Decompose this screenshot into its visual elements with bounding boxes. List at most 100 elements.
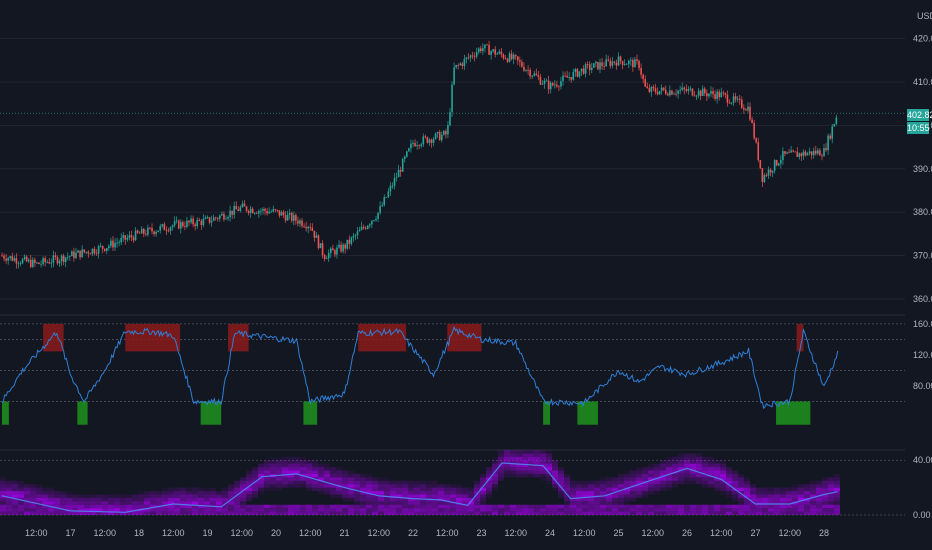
candle-body <box>701 88 704 96</box>
heatmap-cell <box>252 487 258 492</box>
candle-body <box>545 80 548 82</box>
heatmap-cell <box>516 504 522 509</box>
candle-body <box>179 222 182 229</box>
heatmap-cell <box>720 473 726 478</box>
heatmap-cell <box>444 497 450 502</box>
candle-body <box>403 156 406 160</box>
heatmap-cell <box>228 494 234 498</box>
candle-body <box>790 150 792 153</box>
heatmap-cell <box>756 508 762 512</box>
heatmap-cell <box>546 511 552 515</box>
heatmap-cell <box>444 491 450 495</box>
heatmap-cell <box>570 501 576 505</box>
heatmap-cell <box>204 497 210 502</box>
x-tick-label: 18 <box>134 528 144 538</box>
heatmap-cell <box>198 511 204 515</box>
heatmap-cell <box>282 477 288 481</box>
heatmap-cell <box>618 504 624 509</box>
heatmap-cell <box>552 504 558 509</box>
candle-body <box>738 98 741 100</box>
last-price-badge: 402.82 <box>907 109 932 121</box>
candle-body <box>128 235 131 238</box>
candle-body <box>712 91 714 95</box>
candle-body <box>835 117 838 125</box>
heatmap-cell <box>432 491 438 495</box>
heatmap-cell <box>612 487 618 492</box>
heatmap-cell <box>474 484 480 488</box>
candle-body <box>634 59 636 68</box>
heatmap-cell <box>654 504 660 509</box>
oversold-zone <box>200 401 222 425</box>
heatmap-cell <box>300 456 306 461</box>
heatmap-cell <box>510 463 516 468</box>
heatmap-cell <box>12 491 18 495</box>
candle-body <box>32 259 34 267</box>
heatmap-cell <box>312 484 318 488</box>
oversold-zone <box>77 401 88 425</box>
heatmap-cell <box>318 511 324 515</box>
heatmap-cell <box>810 494 816 498</box>
heatmap-cell <box>354 473 360 478</box>
heatmap-cell <box>138 504 144 509</box>
heatmap-cell <box>492 463 498 468</box>
heatmap-cell <box>318 508 324 512</box>
heatmap-cell <box>18 501 24 505</box>
candle-body <box>221 213 223 216</box>
heatmap-cell <box>450 487 456 492</box>
heatmap-cell <box>654 463 660 468</box>
heatmap-cell <box>312 470 318 474</box>
heatmap-cell <box>570 508 576 512</box>
heatmap-cell <box>366 480 372 485</box>
heatmap-cell <box>648 508 654 512</box>
candle-body <box>42 258 44 264</box>
heatmap-cell <box>552 467 558 471</box>
candle-body <box>436 132 439 134</box>
heatmap-cell <box>312 487 318 492</box>
heatmap-cell <box>150 504 156 509</box>
heatmap-cell <box>276 480 282 485</box>
candle-body <box>531 75 533 77</box>
heatmap-cell <box>390 487 396 492</box>
candle-body <box>722 92 725 94</box>
heatmap-cell <box>294 504 300 509</box>
heatmap-cell <box>552 484 558 488</box>
candle-body <box>825 148 827 151</box>
heatmap-cell <box>132 501 138 505</box>
heatmap-cell <box>210 497 216 502</box>
heatmap-cell <box>252 504 258 509</box>
candle-body <box>671 90 673 95</box>
candle-body <box>669 90 671 96</box>
heatmap-cell <box>492 467 498 471</box>
candle-body <box>173 221 176 226</box>
price-tick-label: 380.00 <box>913 207 932 217</box>
heatmap-cell <box>714 473 720 478</box>
heatmap-cell <box>354 491 360 495</box>
heatmap-cell <box>810 487 816 492</box>
candle-body <box>233 206 236 215</box>
price-tick-label: 370.00 <box>913 251 932 261</box>
heatmap-cell <box>30 494 36 498</box>
heatmap-cell <box>396 480 402 485</box>
heatmap-cell <box>378 504 384 509</box>
heatmap-cell <box>750 511 756 515</box>
heatmap-cell <box>48 501 54 505</box>
heatmap-cell <box>786 508 792 512</box>
heatmap-cell <box>678 511 684 515</box>
heatmap-cell <box>654 480 660 485</box>
heatmap-cell <box>570 484 576 488</box>
x-tick-label: 20 <box>271 528 281 538</box>
candle-body <box>93 248 96 254</box>
candle-body <box>630 60 632 61</box>
heatmap-cell <box>834 494 840 498</box>
heatmap-cell <box>606 484 612 488</box>
heatmap-cell <box>708 511 714 515</box>
heatmap-cell <box>726 508 732 512</box>
heatmap-cell <box>150 511 156 515</box>
heatmap-cell <box>666 487 672 492</box>
heatmap-cell <box>54 501 60 505</box>
heatmap-cell <box>618 494 624 498</box>
heatmap-cell <box>102 508 108 512</box>
heatmap-cell <box>180 504 186 509</box>
